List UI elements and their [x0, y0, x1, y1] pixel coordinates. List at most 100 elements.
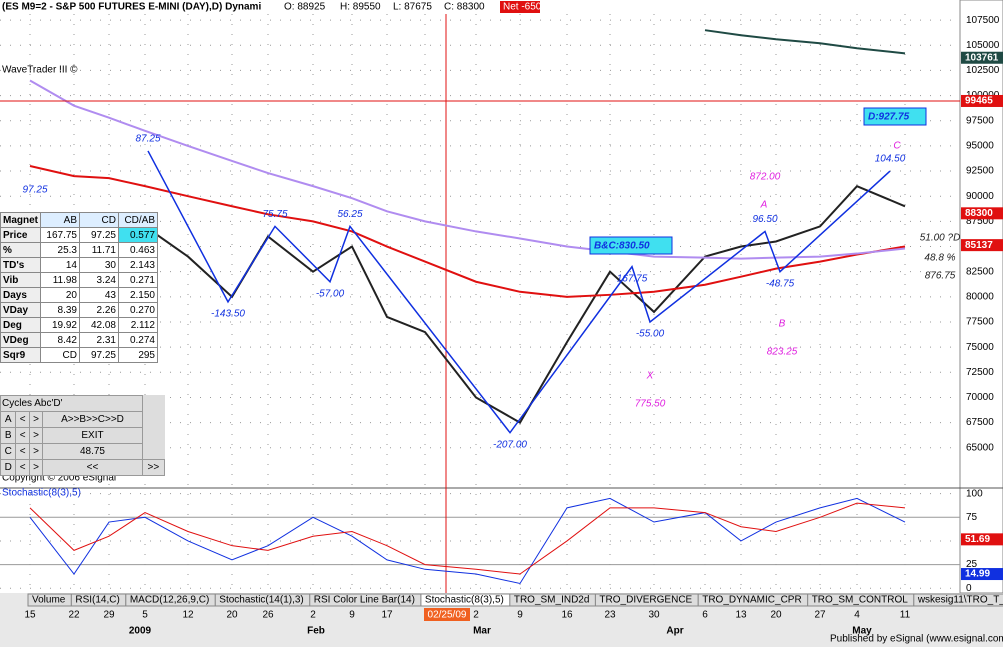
tab: TRO_DYNAMIC_CPR	[702, 595, 801, 606]
table-cell: 11.98	[40, 272, 80, 288]
tab-bg[interactable]	[913, 593, 1003, 607]
cycles-button[interactable]: <	[15, 459, 30, 476]
cycles-button[interactable]: 48.75	[42, 443, 143, 460]
pivot-label: -143.50	[211, 308, 245, 319]
table-cell: VDeg	[0, 332, 41, 348]
x-tick-label: 11	[900, 610, 911, 621]
box-bg	[863, 107, 927, 126]
axis-highlight	[961, 51, 1003, 64]
series-line	[29, 165, 906, 298]
copyright: Copyright © 2006 eSignal	[2, 473, 116, 484]
pivot-label: 104.50	[875, 154, 906, 165]
cycles-button[interactable]: A>>B>>C>>D	[42, 411, 143, 428]
table-cell: 14	[40, 257, 80, 273]
cycles-button[interactable]: <	[15, 411, 30, 428]
table-cell: 2.26	[79, 302, 119, 318]
cycles-button[interactable]: >	[28, 411, 44, 428]
y-tick-label: 70000	[966, 392, 994, 403]
table-cell: 30	[79, 257, 119, 273]
magnet-table: Magnet AB CD CD/AB Price 167.75 97.25 0.577% 25.…	[0, 212, 158, 363]
x-tick-label: 13	[735, 610, 747, 621]
pivot-label: 87.25	[135, 134, 160, 145]
y-tick-label: 77500	[966, 317, 994, 328]
stoch-title: Stochastic(8(3),5)	[2, 488, 81, 499]
box-label: D:927.75	[868, 112, 910, 123]
tab: MACD(12,26,9,C)	[130, 595, 209, 606]
header-open: O: 88925	[284, 2, 326, 13]
cycles-button[interactable]: <	[15, 443, 30, 460]
cycles-button[interactable]: EXIT	[42, 427, 143, 444]
cycles-row: A < > A>>B>>C>>D	[0, 411, 165, 428]
tab: TRO_SM_IND2d	[514, 595, 590, 606]
tab: RSI(14,C)	[75, 595, 119, 606]
cycles-button[interactable]: >	[28, 427, 44, 444]
x-tick-label: 2	[310, 610, 316, 621]
y-tick-label: 82500	[966, 266, 994, 277]
x-tick-label: 15	[24, 610, 36, 621]
x-tick-label: 23	[604, 610, 616, 621]
table-row: % 25.3 11.71 0.463	[0, 242, 158, 258]
tab: TRO_DIVERGENCE	[599, 595, 692, 606]
axis-highlight	[961, 207, 1003, 220]
pivot-label: 96.50	[752, 214, 777, 225]
annotation: 51.00 ?D	[920, 233, 961, 244]
y-tick-label: 65000	[966, 442, 994, 453]
cycles-button[interactable]: >	[28, 459, 44, 476]
annotation: 48.8 %	[924, 253, 955, 264]
y-tick-label: 107500	[966, 15, 1000, 26]
month-label: 2009	[129, 626, 152, 637]
cycles-row: D < > << >>	[0, 459, 166, 476]
table-header-cell: CD	[79, 212, 119, 228]
axis-highlight	[961, 94, 1003, 107]
y-tick-label: 97500	[966, 115, 994, 126]
cycles-button[interactable]: >	[28, 443, 44, 460]
footer: Published by eSignal (www.esignal.com)	[830, 634, 1003, 645]
table-cell: 43	[79, 287, 119, 303]
tab: Volume	[32, 595, 66, 606]
axis-highlight	[961, 568, 1003, 581]
annotation: 775.50	[635, 399, 666, 410]
tab: Stochastic(14(1),3)	[219, 595, 303, 606]
y-tick-label: 67500	[966, 417, 994, 428]
table-row: Sqr9 CD 97.25 295	[0, 347, 158, 363]
y-tick-label: 95000	[966, 141, 994, 152]
x-tick-label: 29	[103, 610, 115, 621]
table-cell: %	[0, 242, 41, 258]
pivot-label: 167.75	[617, 273, 648, 284]
table-row: VDay 8.39 2.26 0.270	[0, 302, 158, 318]
series-line	[73, 184, 906, 424]
axis-highlight-label: 14.99	[965, 569, 990, 580]
net-bg	[500, 1, 540, 13]
table-cell: 0.463	[118, 242, 158, 258]
x-tick-label: 17	[381, 610, 393, 621]
table-cell: 97.25	[79, 227, 119, 243]
table-cell: 0.577	[118, 227, 158, 243]
cycles-button[interactable]: <<	[42, 459, 143, 476]
table-row: Days 20 43 2.150	[0, 287, 158, 303]
x-tick-label: 20	[770, 610, 782, 621]
header-close: C: 88300	[444, 2, 485, 13]
x-tick-label: 6	[702, 610, 708, 621]
table-row: VDeg 8.42 2.31 0.274	[0, 332, 158, 348]
cycles-button[interactable]: <	[15, 427, 30, 444]
table-row: Price 167.75 97.25 0.577	[0, 227, 158, 243]
cycles-button: C	[0, 443, 17, 460]
y-tick-label: 72500	[966, 367, 994, 378]
table-header-cell: CD/AB	[118, 212, 158, 228]
table-cell: Days	[0, 287, 41, 303]
pivot-label: -207.00	[493, 439, 527, 450]
table-header-cell: AB	[40, 212, 80, 228]
table-row: Deg 19.92 42.08 2.112	[0, 317, 158, 333]
x-tick-label: 16	[561, 610, 573, 621]
y-tick-label: 90000	[966, 191, 994, 202]
cycles-button[interactable]: >>	[141, 459, 166, 476]
table-cell: 42.08	[79, 317, 119, 333]
y-tick-label: 0	[966, 583, 972, 594]
cycles-title: Cycles Abc'D'	[0, 395, 143, 412]
y-tick-label: 100	[966, 488, 983, 499]
header-high: H: 89550	[340, 2, 381, 13]
x-tick-label: 9	[349, 610, 355, 621]
pivot-label: -48.75	[766, 278, 795, 289]
